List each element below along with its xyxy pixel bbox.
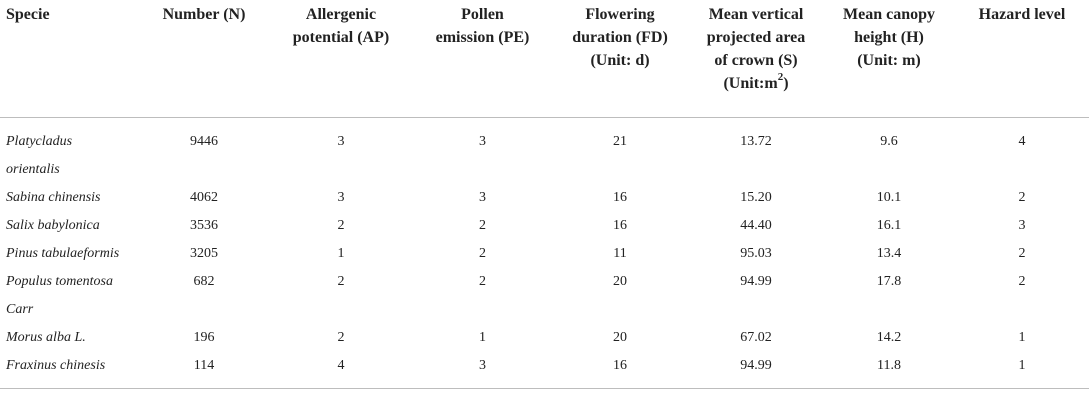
table-row: Platycladus orientalis 9446 3 3 21 13.72 … [0,117,1089,184]
hazard-cell: 4 [1018,133,1026,149]
table-row: Morus alba L. 196 2 1 20 67.02 14.2 1 [0,324,1089,352]
number-cell: 196 [193,329,215,345]
species-cell: Pinus tabulaeformis [6,245,120,261]
number-cell: 3536 [190,217,218,233]
s-cell: 13.72 [740,133,772,149]
species-cell: Morus alba L. [6,329,86,345]
species-hazard-table: Specie Number (N) Allergenic potential (… [0,0,1089,389]
h-cell: 10.1 [876,189,902,205]
pe-cell: 2 [479,245,486,261]
ap-cell: 3 [337,133,345,149]
fd-cell: 21 [613,133,627,149]
ap-cell: 3 [337,189,345,205]
fd-cell: 20 [613,329,627,345]
hazard-cell: 3 [1018,217,1026,233]
fd-cell: 11 [613,245,627,261]
header-specie: Specie [0,0,140,118]
table-row: Sabina chinensis 4062 3 3 16 15.20 10.1 … [0,184,1089,212]
header-crown-area: Mean vertical projected area of crown (S… [689,0,823,118]
pe-cell: 1 [479,329,486,345]
number-cell: 4062 [190,189,218,205]
h-cell: 14.2 [876,329,902,345]
table-row: Populus tomentosa Carr 682 2 2 20 94.99 1… [0,268,1089,324]
species-cell: Salix babylonica [6,217,100,233]
header-pollen-emission: Pollen emission (PE) [414,0,551,118]
h-cell: 11.8 [823,351,955,389]
species-cell: Populus tomentosa Carr [6,273,113,317]
table-row: Fraxinus chinesis 114 4 3 16 94.99 11.8 … [0,351,1089,389]
number-cell: 3205 [190,245,218,261]
h-cell: 16.1 [876,217,902,233]
hazard-cell: 1 [1018,329,1026,345]
hazard-cell: 2 [1018,189,1026,205]
header-flowering-duration: Flowering duration (FD) (Unit: d) [551,0,689,118]
table-row: Salix babylonica 3536 2 2 16 44.40 16.1 … [0,212,1089,240]
table-header: Specie Number (N) Allergenic potential (… [0,0,1089,118]
s-cell: 95.03 [740,245,772,261]
number-cell: 682 [193,273,215,289]
species-cell: Platycladus orientalis [6,133,73,177]
pe-cell: 3 [479,189,486,205]
number-cell: 9446 [190,133,218,149]
h-cell: 17.8 [876,273,902,289]
ap-cell: 4 [268,351,414,389]
pe-cell: 2 [479,217,486,233]
pe-cell: 3 [414,351,551,389]
h-cell: 13.4 [876,245,902,261]
h-cell: 9.6 [880,133,898,149]
s-cell: 94.99 [740,273,772,289]
fd-cell: 16 [613,189,627,205]
s-cell: 44.40 [740,217,772,233]
fd-cell: 20 [613,273,627,289]
species-cell: Fraxinus chinesis [0,351,140,389]
ap-cell: 1 [337,245,345,261]
pe-cell: 2 [479,273,486,289]
s-cell: 15.20 [740,189,772,205]
ap-cell: 2 [337,217,345,233]
species-cell: Sabina chinensis [6,189,101,205]
header-allergenic-potential: Allergenic potential (AP) [268,0,414,118]
ap-cell: 2 [337,329,345,345]
s-cell: 94.99 [689,351,823,389]
table-body: Platycladus orientalis 9446 3 3 21 13.72 … [0,117,1089,389]
header-canopy-height: Mean canopy height (H) (Unit: m) [823,0,955,118]
s-cell: 67.02 [740,329,772,345]
fd-cell: 16 [613,217,627,233]
hazard-cell: 2 [1018,245,1026,261]
table-row: Pinus tabulaeformis 3205 1 2 11 95.03 13… [0,240,1089,268]
number-cell: 114 [140,351,268,389]
hazard-cell: 1 [955,351,1089,389]
pe-cell: 3 [479,133,486,149]
header-hazard-level: Hazard level [955,0,1089,118]
fd-cell: 16 [551,351,689,389]
header-number: Number (N) [140,0,268,118]
hazard-cell: 2 [1018,273,1026,289]
ap-cell: 2 [337,273,345,289]
